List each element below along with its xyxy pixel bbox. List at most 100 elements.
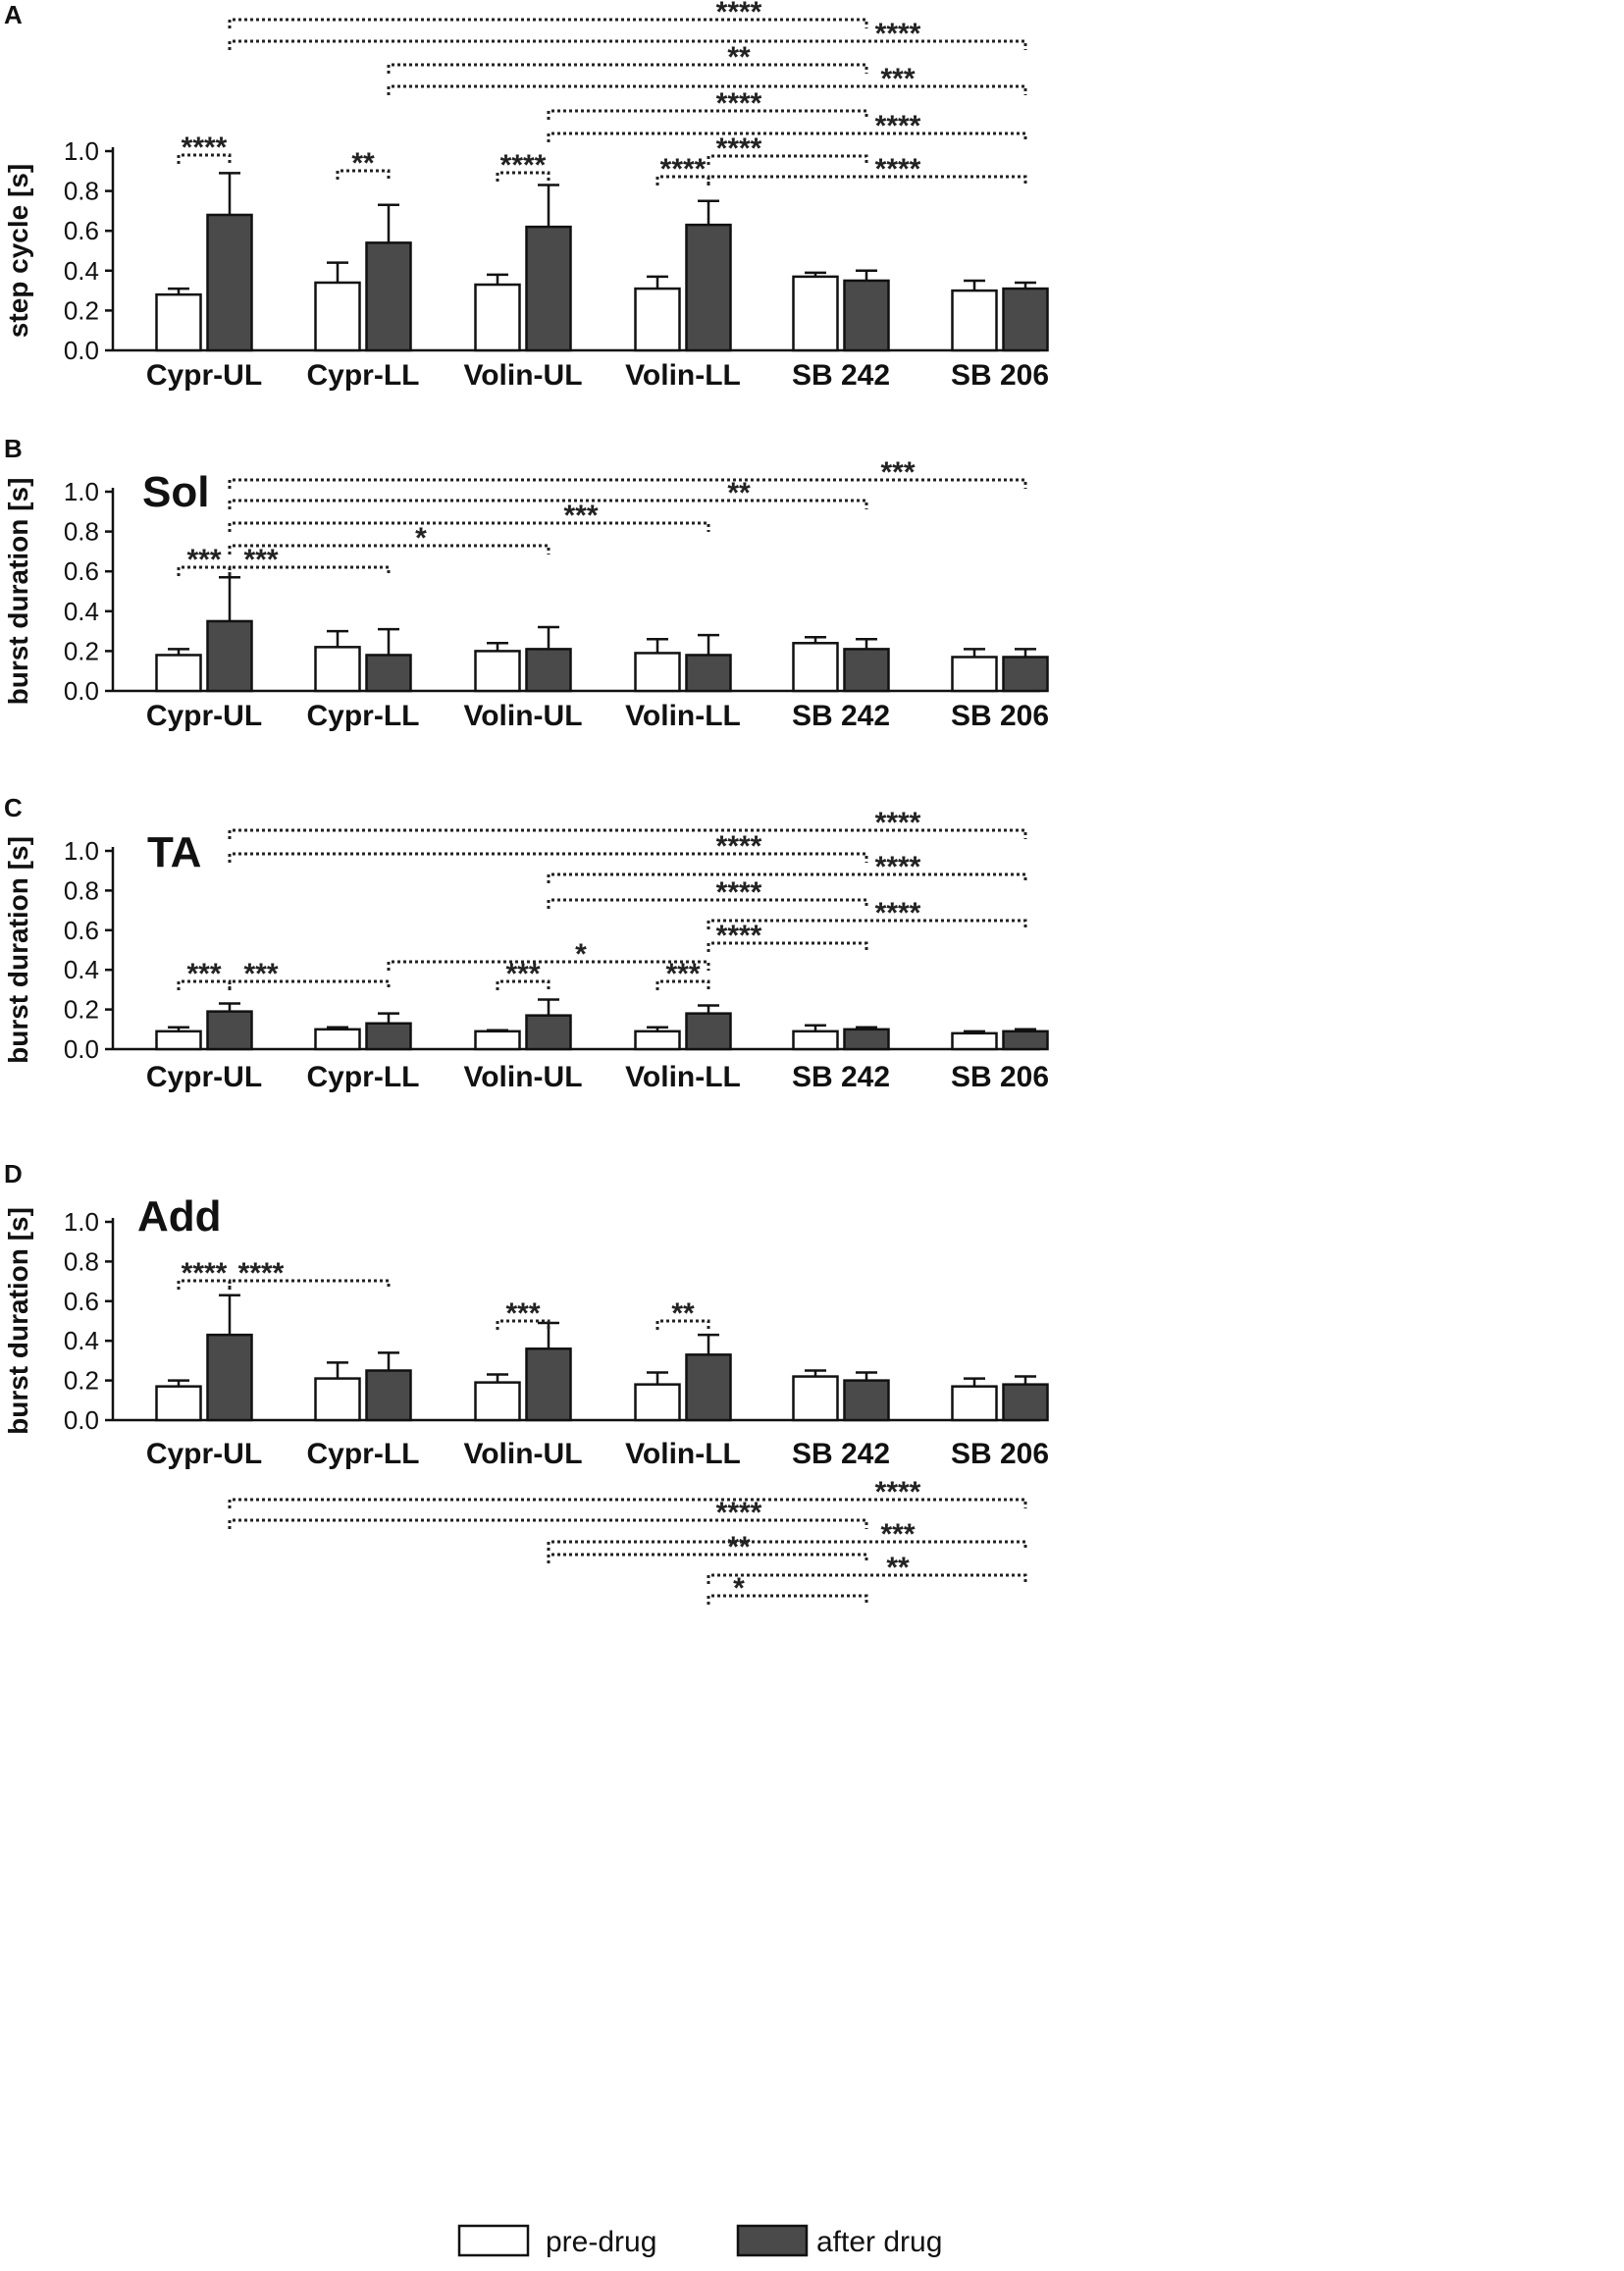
category-label: SB 206: [951, 1438, 1049, 1470]
bar-post-cypr-ll: [365, 1022, 412, 1051]
significance-bracket: [547, 132, 1027, 142]
significance-stars: ****: [716, 1497, 762, 1529]
bar-post-cypr-ul: [206, 1010, 253, 1051]
y-axis-label: step cycle [s]: [3, 164, 33, 338]
significance-bracket: [228, 852, 868, 863]
y-tick-label: 0.2: [64, 995, 99, 1025]
category-label: SB 206: [951, 700, 1049, 732]
bar-pre-sb-242: [792, 642, 839, 693]
significance-bracket: [228, 1279, 391, 1290]
significance-stars: ****: [500, 149, 547, 182]
significance-stars: **: [886, 1552, 910, 1584]
category-label: Volin-UL: [463, 1061, 582, 1093]
category-label: SB 242: [792, 1061, 890, 1093]
significance-stars: ****: [716, 132, 762, 165]
bar-post-cypr-ll: [365, 241, 412, 352]
bar-pre-volin-ll: [634, 652, 681, 693]
bar-post-volin-ul: [525, 1014, 572, 1051]
significance-stars: **: [727, 41, 751, 74]
bar-post-sb-206: [1002, 1030, 1049, 1051]
significance-bracket: [707, 1594, 868, 1605]
significance-bracket: [387, 84, 1027, 95]
significance-stars: ***: [186, 958, 221, 990]
category-label: Cypr-LL: [307, 359, 420, 392]
category-label: Cypr-LL: [307, 1061, 420, 1093]
significance-bracket: [228, 544, 550, 555]
y-tick-label: 0.4: [64, 955, 99, 984]
bar-pre-sb-242: [792, 1030, 839, 1051]
significance-stars: **: [727, 1531, 751, 1563]
significance-stars: ***: [880, 456, 915, 489]
significance-bracket: [707, 175, 1027, 185]
panel-B: B Sol burst duration [s] 0.0 0.2 0.4 0.6 0.8 1.0…: [3, 434, 1049, 732]
significance-stars: ****: [660, 153, 707, 185]
bar-post-volin-ll: [685, 223, 732, 352]
significance-stars: ****: [716, 876, 762, 909]
bar-post-cypr-ul: [206, 213, 253, 352]
significance-bracket: [547, 1553, 868, 1563]
significance-bracket: [228, 499, 868, 509]
significance-bracket: [228, 478, 1027, 489]
y-tick-label: 0.0: [64, 1034, 99, 1064]
y-tick-label: 0.8: [64, 517, 99, 547]
significance-stars: ***: [563, 500, 598, 532]
bar-post-sb-242: [843, 648, 890, 693]
y-axis-label: burst duration [s]: [3, 836, 33, 1064]
significance-stars: ***: [505, 1297, 540, 1330]
category-label: Volin-UL: [463, 1438, 582, 1470]
significance-stars: ****: [875, 153, 921, 185]
category-label: SB 242: [792, 700, 890, 732]
significance-stars: **: [727, 477, 751, 509]
category-label: SB 242: [792, 1438, 890, 1470]
legend: pre-drug after drug: [457, 2224, 942, 2258]
significance-bracket: [387, 63, 868, 74]
bar-post-cypr-ul: [206, 1333, 253, 1422]
significance-stars: ****: [875, 18, 921, 50]
significance-bracket: [228, 565, 391, 576]
significance-stars: ****: [716, 87, 762, 120]
y-tick-label: 1.0: [64, 477, 99, 506]
significance-stars: ****: [875, 897, 921, 929]
y-tick-label: 0.6: [64, 1287, 99, 1316]
category-label: Volin-LL: [625, 700, 741, 732]
y-axis-label: burst duration [s]: [3, 1207, 33, 1435]
y-tick-label: 0.6: [64, 556, 99, 586]
bar-pre-volin-ul: [474, 1030, 521, 1051]
significance-bracket: [547, 872, 1027, 883]
bar-pre-sb-206: [951, 1385, 998, 1422]
bar-post-volin-ll: [685, 1353, 732, 1422]
category-label: SB 206: [951, 1061, 1049, 1093]
significance-stars: **: [671, 1297, 695, 1330]
panel-C: C TA burst duration [s] 0.0 0.2 0.4 0.6 0.8 1.0 C…: [3, 793, 1049, 1093]
significance-stars: ****: [716, 830, 762, 863]
bar-pre-volin-ll: [634, 287, 681, 352]
significance-bracket: [228, 1498, 1027, 1508]
significance-stars: ****: [716, 0, 762, 28]
significance-stars: *: [733, 1572, 745, 1605]
y-tick-label: 0.2: [64, 295, 99, 325]
bar-pre-volin-ul: [474, 283, 521, 352]
significance-bracket: [228, 18, 868, 28]
panel-letter: D: [4, 1159, 23, 1188]
significance-stars: ***: [880, 63, 915, 95]
category-label: Volin-LL: [625, 359, 741, 392]
bar-pre-volin-ll: [634, 1383, 681, 1422]
category-label: Cypr-LL: [307, 700, 420, 732]
category-label: Cypr-UL: [146, 1438, 262, 1470]
y-tick-label: 0.0: [64, 336, 99, 365]
significance-bracket: [707, 941, 868, 952]
bar-pre-cypr-ll: [314, 646, 361, 693]
bar-pre-sb-206: [951, 289, 998, 352]
panel-title: TA: [147, 828, 201, 876]
y-tick-label: 1.0: [64, 1207, 99, 1237]
significance-stars: ****: [238, 1257, 285, 1290]
y-tick-label: 0.6: [64, 216, 99, 245]
category-label: Cypr-UL: [146, 1061, 262, 1093]
y-tick-label: 1.0: [64, 836, 99, 866]
bar-post-cypr-ul: [206, 619, 253, 693]
panel-title: Add: [137, 1192, 222, 1241]
significance-stars: **: [351, 147, 375, 180]
bar-pre-volin-ul: [474, 650, 521, 693]
significance-bracket: [228, 521, 710, 532]
